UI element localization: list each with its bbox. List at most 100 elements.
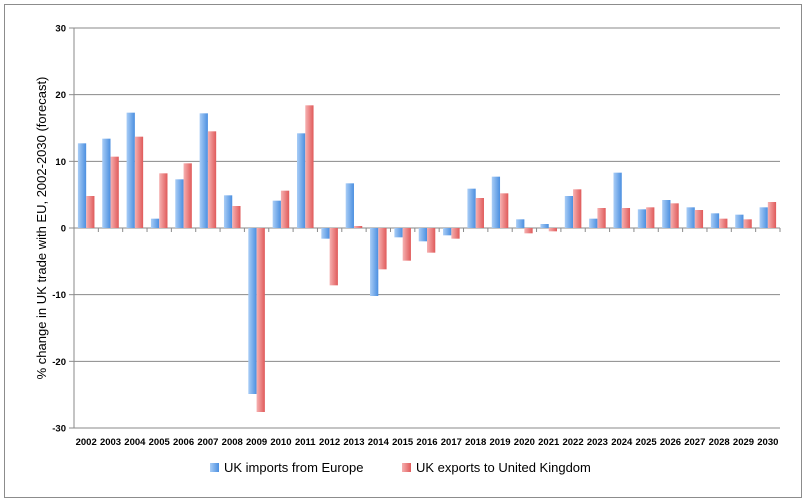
- bar-imports-2011: [296, 133, 306, 228]
- bar-imports-2005: [150, 218, 160, 228]
- bar-exports-2003: [110, 156, 119, 228]
- x-tick-label: 2020: [514, 437, 535, 448]
- bar-imports-2024: [613, 172, 622, 228]
- bar-exports-2027: [694, 210, 704, 228]
- bar-exports-2029: [743, 219, 752, 228]
- bar-imports-2029: [735, 214, 744, 228]
- x-tick-label: 2004: [124, 437, 146, 448]
- bar-exports-2022: [573, 189, 582, 228]
- x-tick-label: 2030: [757, 437, 778, 448]
- bar-exports-2020: [524, 228, 533, 234]
- x-tick-label: 2002: [76, 437, 97, 448]
- bar-exports-2008: [232, 206, 241, 228]
- x-tick-labels: 2002 2003 2004 2005 2006 2007 2008 2009 2010 2011…: [76, 437, 779, 448]
- x-tick-label: 2026: [660, 437, 681, 448]
- x-tick-label: 2023: [587, 437, 608, 448]
- bar-exports-2019: [500, 193, 509, 228]
- x-tick-label: 2018: [465, 437, 486, 448]
- x-tick-label: 2007: [197, 437, 218, 448]
- x-tick-label: 2024: [611, 437, 633, 448]
- bar-exports-2012: [329, 228, 338, 286]
- bar-exports-2009: [256, 228, 265, 412]
- x-tick-label: 2014: [368, 437, 390, 448]
- bar-exports-2024: [621, 208, 631, 228]
- bar-exports-2005: [159, 173, 168, 228]
- bar-exports-2016: [427, 228, 436, 253]
- x-tick-label: 2025: [636, 437, 658, 448]
- bar-exports-2021: [548, 228, 558, 232]
- x-tick-label: 2021: [538, 437, 560, 448]
- y-tick-label: -30: [52, 424, 66, 435]
- bar-imports-2028: [710, 213, 720, 228]
- bar-exports-2030: [767, 202, 777, 228]
- bar-imports-2019: [491, 176, 501, 228]
- x-tick-label: 2006: [173, 437, 194, 448]
- x-tick-label: 2011: [295, 437, 316, 448]
- x-tick-label: 2027: [684, 437, 705, 448]
- y-tick-labels: 30 20 10 0 -10 -20 -30: [52, 24, 66, 435]
- bar-exports-2025: [646, 207, 655, 228]
- x-tick-label: 2010: [270, 437, 291, 448]
- bar-imports-2016: [418, 228, 427, 242]
- x-tick-label: 2029: [733, 437, 754, 448]
- x-tick-label: 2028: [709, 437, 730, 448]
- bar-exports-2014: [378, 228, 387, 270]
- bar-imports-2023: [589, 218, 598, 228]
- bar-imports-2026: [662, 200, 671, 228]
- legend-label-imports: UK imports from Europe: [224, 460, 363, 475]
- bar-imports-2025: [637, 209, 647, 228]
- bar-imports-2022: [564, 196, 574, 228]
- legend-swatch-exports: [402, 463, 411, 472]
- x-tick-label: 2005: [149, 437, 171, 448]
- bar-exports-2010: [280, 190, 290, 228]
- x-tick-label: 2022: [562, 437, 583, 448]
- y-tick-label: 20: [55, 90, 66, 101]
- y-tick-label: 30: [55, 24, 66, 35]
- x-tick-label: 2008: [222, 437, 243, 448]
- x-tick-label: 2012: [319, 437, 340, 448]
- axes: [69, 27, 781, 429]
- bar-imports-2017: [443, 228, 452, 236]
- bar-imports-2002: [77, 143, 87, 228]
- bar-imports-2014: [370, 228, 379, 296]
- bar-exports-2015: [402, 228, 411, 261]
- bar-exports-2026: [670, 203, 679, 228]
- x-tick-label: 2016: [416, 437, 437, 448]
- y-axis-label: % change in UK trade with EU, 2002-2030 …: [34, 77, 49, 380]
- bar-imports-2021: [540, 224, 549, 228]
- x-tick-label: 2003: [100, 437, 121, 448]
- legend-label-exports: UK exports to United Kingdom: [416, 460, 591, 475]
- bar-exports-2023: [597, 208, 606, 228]
- bar-imports-2018: [467, 188, 476, 228]
- x-tick-label: 2017: [441, 437, 462, 448]
- bar-exports-2007: [207, 131, 217, 228]
- bar-exports-2013: [353, 226, 363, 228]
- bar-imports-2006: [175, 179, 184, 228]
- bar-exports-2028: [719, 218, 728, 228]
- bars: [77, 105, 777, 412]
- bar-imports-2027: [686, 207, 695, 228]
- y-tick-label: 10: [55, 157, 66, 168]
- x-tick-label: 2015: [392, 437, 414, 448]
- bar-exports-2002: [86, 196, 95, 228]
- x-tick-label: 2013: [343, 437, 364, 448]
- y-tick-label: 0: [61, 224, 66, 235]
- bar-exports-2004: [134, 136, 144, 228]
- bar-imports-2007: [199, 113, 208, 228]
- bar-imports-2008: [223, 195, 233, 228]
- bar-imports-2015: [394, 228, 403, 238]
- y-tick-label: -10: [52, 290, 66, 301]
- legend-swatch-imports: [210, 463, 219, 472]
- gridlines: [74, 27, 780, 429]
- legend: UK imports from Europe UK exports to Uni…: [210, 460, 591, 475]
- bar-exports-2017: [451, 228, 460, 239]
- bar-exports-2011: [305, 105, 314, 228]
- bar-imports-2004: [126, 112, 135, 228]
- bar-imports-2030: [759, 207, 768, 228]
- bar-imports-2013: [345, 183, 354, 228]
- bar-imports-2003: [102, 138, 111, 228]
- bar-exports-2018: [475, 198, 484, 228]
- y-tick-label: -20: [52, 357, 66, 368]
- bar-imports-2010: [272, 200, 281, 228]
